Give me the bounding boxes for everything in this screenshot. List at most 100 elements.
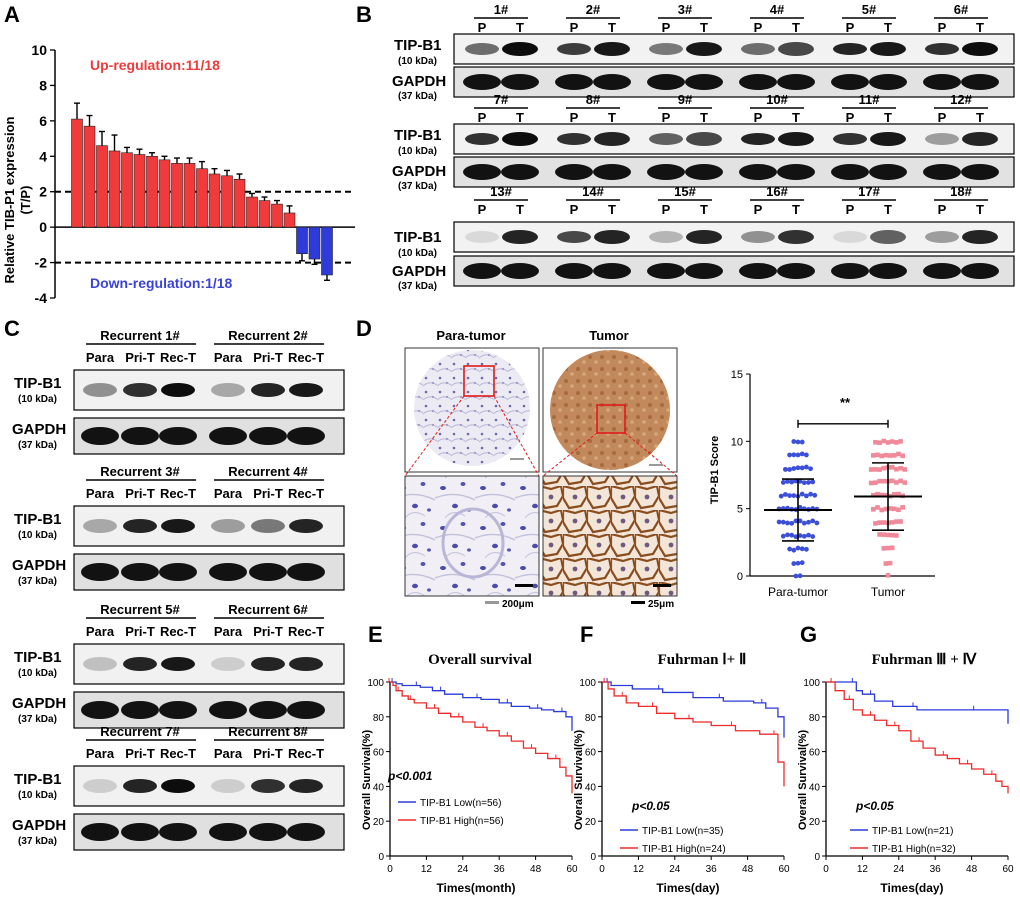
- dot-para-point: [787, 467, 792, 472]
- tip-band: [870, 42, 906, 56]
- km-f-x-tick-label: 0: [599, 864, 605, 875]
- y-tick-label: 4: [39, 148, 47, 164]
- tip-band: [962, 42, 998, 56]
- protein1-kda: (10 kDa): [18, 394, 57, 405]
- dot-para-point: [797, 504, 803, 510]
- sample-label: 5#: [862, 2, 877, 17]
- row1-protein1-label: TIP-B1: [394, 37, 442, 54]
- dot-para-point: [804, 546, 809, 552]
- y-tick-label: 8: [39, 77, 47, 93]
- lane-label: Rec-T: [160, 746, 196, 761]
- lane-label-t: T: [516, 202, 524, 217]
- dot-para-point: [780, 480, 786, 485]
- dot-tumor-point: [873, 480, 878, 485]
- sample-label: 10#: [766, 92, 788, 107]
- km-e-legend-high: TIP-B1 High(n=56): [420, 816, 504, 827]
- dot-tumor-point: [879, 492, 884, 498]
- dot-para-point: [806, 532, 811, 538]
- lane-label-p: P: [662, 110, 671, 125]
- gapdh-band: [923, 164, 961, 180]
- gapdh-band: [831, 74, 869, 90]
- gapdh-band: [593, 74, 631, 90]
- km-g-low-curve: [826, 681, 1009, 724]
- sample-label: 6#: [954, 2, 969, 17]
- tip-band: [741, 43, 775, 55]
- bar: [108, 150, 121, 228]
- dot-tumor-point: [898, 465, 903, 471]
- km-g-y-tick-label: 100: [803, 678, 820, 689]
- dot-para-point: [785, 532, 790, 538]
- dot-tumor-point: [896, 507, 901, 513]
- dot-para-point: [791, 439, 797, 444]
- km-g-legend-low: TIP-B1 Low(n=21): [872, 826, 953, 837]
- lane-label-p: P: [478, 110, 487, 125]
- row1-protein2-label: GAPDH: [392, 73, 446, 90]
- gapdh-band: [739, 263, 777, 279]
- sample-label: 2#: [586, 2, 601, 17]
- tip-band: [778, 132, 814, 146]
- blot-b-tip-membrane: [453, 123, 1015, 155]
- para-tumor-title: Para-tumor: [436, 328, 505, 343]
- protein1-label: TIP-B1: [14, 649, 62, 666]
- dot-para-point: [801, 520, 807, 526]
- gapdh-band: [81, 823, 119, 841]
- km-e-x-tick-label: 36: [494, 864, 506, 875]
- gapdh-band: [647, 164, 685, 180]
- dot-tumor-point: [868, 467, 874, 472]
- lane-label: Rec-T: [160, 350, 196, 365]
- km-f-y-tick-label: 60: [585, 748, 597, 759]
- gapdh-band: [555, 74, 593, 90]
- down-regulation-label: Down-regulation:1/18: [90, 275, 233, 291]
- lane-label-p: P: [570, 20, 579, 35]
- lane-label-t: T: [976, 202, 984, 217]
- dot-para-point: [787, 452, 792, 458]
- dot-para-point: [795, 452, 801, 458]
- sample-label: 8#: [586, 92, 601, 107]
- tip-band: [649, 43, 683, 55]
- bar: [296, 226, 308, 255]
- y-tick-label: 2: [39, 184, 47, 200]
- dot-y-tick-label: 15: [731, 369, 743, 381]
- gapdh-band: [777, 164, 815, 180]
- gapdh-band: [739, 74, 777, 90]
- km-e-x-tick-label: 0: [387, 864, 393, 875]
- bar: [321, 226, 333, 276]
- dot-tumor-point: [877, 478, 882, 484]
- km-g-x-tick-label: 12: [857, 864, 869, 875]
- dot-para-point: [797, 518, 803, 524]
- recurrent-group-label: Recurrent 5#: [100, 602, 180, 617]
- dot-tumor-point: [877, 520, 882, 525]
- protein2-kda: (37 kDa): [18, 836, 57, 847]
- tip-band: [251, 657, 285, 671]
- bar: [183, 163, 196, 228]
- sample-label: 14#: [582, 184, 604, 199]
- recurrent-group-label: Recurrent 1#: [100, 328, 180, 343]
- gapdh-band: [501, 263, 539, 279]
- tip-band: [962, 132, 998, 146]
- bar: [208, 173, 221, 228]
- dot-para-point: [806, 480, 811, 485]
- panel-d-dot-plot: 0 5 10 15 TIP-B1 Score ** Para-tumor Tumor: [709, 369, 935, 599]
- km-e-x-tick-label: 24: [457, 864, 469, 875]
- dot-tumor-point: [892, 453, 897, 458]
- dot-tumor-point: [881, 532, 887, 537]
- gapdh-band: [685, 164, 723, 180]
- dot-tumor-point: [877, 467, 882, 472]
- lane-label-p: P: [938, 202, 947, 217]
- bar: [258, 200, 271, 228]
- dot-tumor-point: [889, 520, 895, 525]
- dot-tumor-point: [885, 573, 891, 578]
- bar: [196, 168, 208, 228]
- dot-tumor-point: [894, 533, 899, 538]
- blot-b-tip-membrane: [453, 33, 1015, 65]
- lane-label-p: P: [938, 110, 947, 125]
- lane-label-p: P: [846, 202, 855, 217]
- dot-tumor-point: [883, 492, 889, 498]
- dot-para-point: [787, 493, 792, 498]
- tip-band: [289, 657, 323, 671]
- dot-tumor-point: [894, 466, 899, 472]
- panel-d-ihc: Para-tumor Tumor 200μm 25μm: [404, 328, 678, 610]
- dot-tumor-point: [881, 520, 887, 525]
- gapdh-band: [647, 74, 685, 90]
- lane-label-p: P: [570, 110, 579, 125]
